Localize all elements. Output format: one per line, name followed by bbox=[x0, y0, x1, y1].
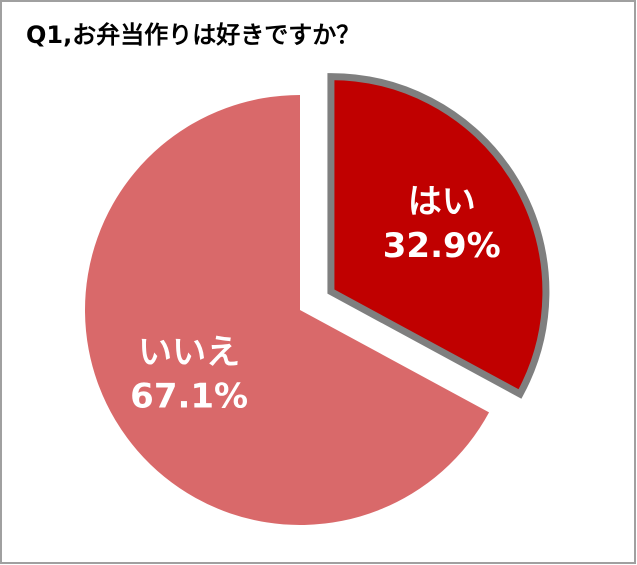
slice-value-label: 32.9% bbox=[383, 226, 501, 266]
slice-category-label: いいえ bbox=[138, 333, 240, 373]
chart-title: Q1,お弁当作りは好きですか？ bbox=[26, 21, 360, 49]
pie-slice bbox=[327, 73, 550, 399]
slice-category-label: はい bbox=[408, 182, 476, 222]
pie-slice bbox=[84, 95, 490, 525]
slice-value-label: 67.1% bbox=[130, 377, 248, 417]
